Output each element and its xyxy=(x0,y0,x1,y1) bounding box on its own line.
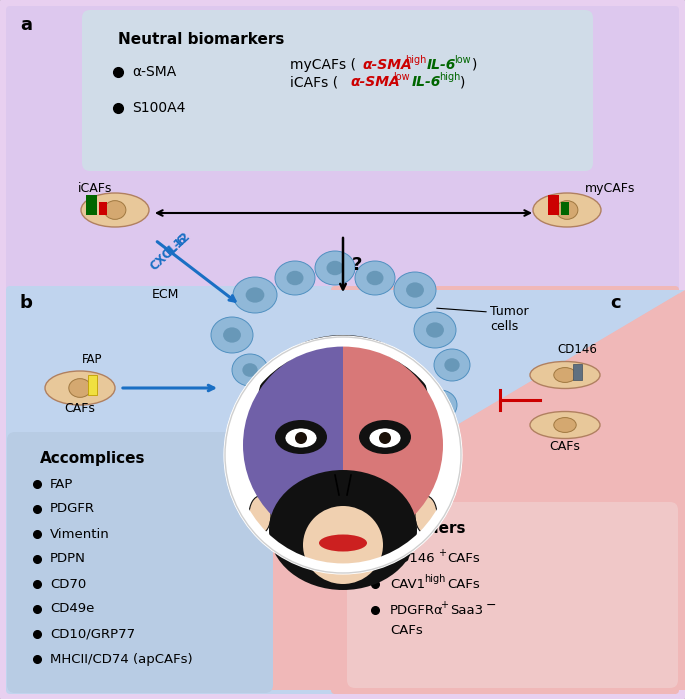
Ellipse shape xyxy=(258,335,428,465)
FancyBboxPatch shape xyxy=(347,502,678,688)
Text: S100A4: S100A4 xyxy=(132,101,186,115)
Bar xyxy=(88,375,97,395)
Text: IL-6: IL-6 xyxy=(163,231,190,258)
Ellipse shape xyxy=(81,193,149,227)
Text: CXCL12: CXCL12 xyxy=(148,229,193,273)
Ellipse shape xyxy=(423,390,457,420)
Text: Neutral biomarkers: Neutral biomarkers xyxy=(118,32,284,47)
Ellipse shape xyxy=(355,261,395,295)
Ellipse shape xyxy=(315,251,355,285)
Ellipse shape xyxy=(426,322,444,338)
Text: CAFs: CAFs xyxy=(447,577,479,591)
Ellipse shape xyxy=(556,201,578,219)
Ellipse shape xyxy=(232,354,268,386)
Ellipse shape xyxy=(553,417,576,433)
Ellipse shape xyxy=(533,193,601,227)
Text: CD49e: CD49e xyxy=(50,603,95,616)
Circle shape xyxy=(226,338,460,572)
Ellipse shape xyxy=(303,506,383,584)
Text: IL-6: IL-6 xyxy=(412,75,441,89)
Bar xyxy=(561,202,569,215)
Text: Defenders: Defenders xyxy=(378,521,466,536)
Text: IL-6: IL-6 xyxy=(427,58,456,72)
Ellipse shape xyxy=(366,271,384,285)
Ellipse shape xyxy=(223,327,241,343)
Ellipse shape xyxy=(319,535,367,552)
Bar xyxy=(86,195,97,215)
Text: myCAFs (: myCAFs ( xyxy=(290,58,356,72)
FancyBboxPatch shape xyxy=(6,6,679,299)
Text: +: + xyxy=(440,600,448,610)
Text: CAFs: CAFs xyxy=(549,440,580,453)
Text: low: low xyxy=(393,72,410,82)
Text: CD70: CD70 xyxy=(50,577,86,591)
Text: high: high xyxy=(405,55,426,65)
Ellipse shape xyxy=(369,428,401,448)
Text: low: low xyxy=(454,55,471,65)
Text: iCAFs (: iCAFs ( xyxy=(290,75,338,89)
Text: −: − xyxy=(486,598,497,612)
FancyBboxPatch shape xyxy=(7,432,273,693)
Ellipse shape xyxy=(286,271,303,285)
Text: CAV1: CAV1 xyxy=(390,577,425,591)
Circle shape xyxy=(295,432,307,444)
Ellipse shape xyxy=(285,428,317,448)
Ellipse shape xyxy=(394,272,436,308)
Text: Tumor
cells: Tumor cells xyxy=(490,305,529,333)
Ellipse shape xyxy=(248,390,282,420)
Text: CAFs: CAFs xyxy=(64,402,95,415)
Text: CD146: CD146 xyxy=(390,552,434,565)
FancyBboxPatch shape xyxy=(82,10,593,171)
Text: CD10/GRP77: CD10/GRP77 xyxy=(50,628,135,640)
Text: high: high xyxy=(439,72,460,82)
Ellipse shape xyxy=(406,282,424,298)
FancyBboxPatch shape xyxy=(331,286,679,694)
Ellipse shape xyxy=(553,368,576,382)
Text: a: a xyxy=(20,16,32,34)
Text: Accomplices: Accomplices xyxy=(40,451,145,466)
Bar xyxy=(573,364,582,380)
Ellipse shape xyxy=(530,361,600,389)
Text: ECM: ECM xyxy=(152,288,179,301)
Text: c: c xyxy=(610,294,621,312)
Text: CAFs: CAFs xyxy=(447,552,479,565)
Ellipse shape xyxy=(327,261,343,275)
Ellipse shape xyxy=(434,349,470,381)
Text: PDGFR: PDGFR xyxy=(50,503,95,515)
Ellipse shape xyxy=(269,470,417,590)
FancyBboxPatch shape xyxy=(6,286,354,694)
Ellipse shape xyxy=(104,201,126,219)
Ellipse shape xyxy=(445,358,460,372)
Bar xyxy=(548,195,559,215)
Polygon shape xyxy=(10,290,685,690)
Ellipse shape xyxy=(233,277,277,313)
Circle shape xyxy=(379,432,391,444)
Text: high: high xyxy=(424,574,445,584)
Text: FAP: FAP xyxy=(82,353,102,366)
Ellipse shape xyxy=(530,412,600,438)
Ellipse shape xyxy=(415,496,437,534)
Ellipse shape xyxy=(275,420,327,454)
Ellipse shape xyxy=(246,287,264,303)
Text: iCAFs: iCAFs xyxy=(78,182,112,195)
Ellipse shape xyxy=(433,398,447,412)
Text: +: + xyxy=(438,548,446,558)
Text: b: b xyxy=(20,294,33,312)
Text: CAFs: CAFs xyxy=(390,624,423,637)
Text: PDGFRα: PDGFRα xyxy=(390,603,444,617)
Ellipse shape xyxy=(249,496,271,534)
Polygon shape xyxy=(10,290,685,690)
Text: CD146: CD146 xyxy=(557,343,597,356)
Ellipse shape xyxy=(359,420,411,454)
Ellipse shape xyxy=(414,312,456,348)
Ellipse shape xyxy=(257,358,429,568)
Text: Vimentin: Vimentin xyxy=(50,528,110,540)
Wedge shape xyxy=(243,345,343,545)
Ellipse shape xyxy=(68,379,91,397)
Text: ?: ? xyxy=(352,256,362,274)
Text: α-SMA: α-SMA xyxy=(362,58,412,72)
Text: α-SMA: α-SMA xyxy=(350,75,400,89)
Text: MHCII/CD74 (apCAFs): MHCII/CD74 (apCAFs) xyxy=(50,652,192,665)
Ellipse shape xyxy=(242,363,258,377)
